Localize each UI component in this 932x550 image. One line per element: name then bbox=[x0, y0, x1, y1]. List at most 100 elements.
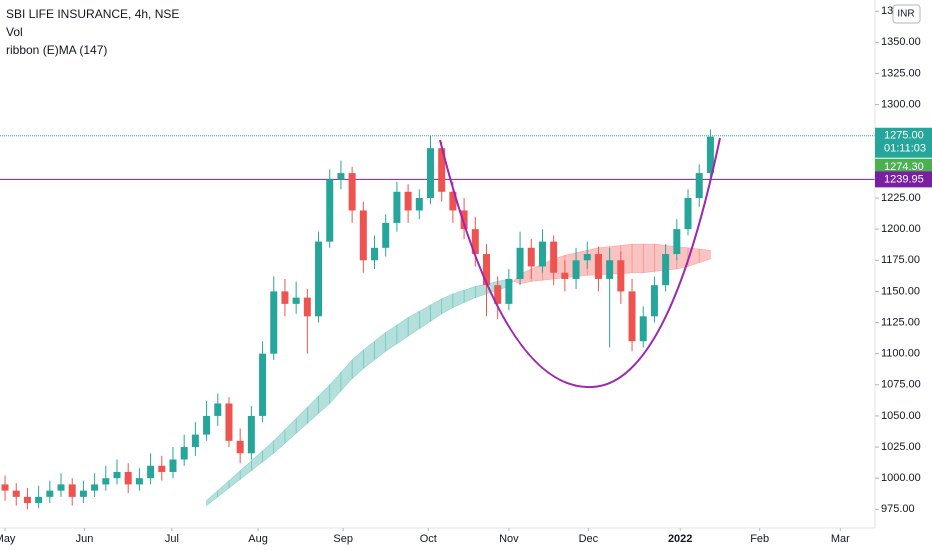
candle-body bbox=[214, 403, 222, 416]
candle-body bbox=[281, 291, 289, 304]
candle-body bbox=[1, 484, 9, 491]
candle-body bbox=[46, 490, 54, 497]
ribbon-segment bbox=[631, 243, 644, 274]
x-tick-label: Feb bbox=[750, 533, 769, 545]
price-label-box bbox=[875, 171, 932, 188]
y-tick-label: 1175.00 bbox=[881, 254, 920, 266]
ribbon-segment bbox=[262, 440, 275, 463]
candle-body bbox=[415, 198, 423, 211]
y-tick-label: 1100.00 bbox=[881, 348, 920, 360]
price-label: 1275.00 bbox=[884, 130, 924, 142]
candle-body bbox=[550, 241, 558, 273]
ribbon-segment bbox=[228, 470, 241, 489]
candle-body bbox=[259, 353, 267, 416]
ribbon-segment bbox=[307, 395, 319, 425]
ribbon-segment bbox=[441, 293, 454, 315]
ribbon-segment bbox=[374, 331, 387, 361]
candle-body bbox=[35, 496, 43, 504]
candle-body bbox=[158, 465, 166, 472]
ribbon-segment bbox=[698, 248, 711, 264]
candle-body bbox=[527, 247, 535, 267]
x-tick-label: 2022 bbox=[668, 533, 692, 545]
candle-body bbox=[482, 254, 490, 286]
ribbon-segment bbox=[318, 384, 331, 415]
y-tick-label: 1150.00 bbox=[881, 285, 920, 297]
y-tick-label: 1200.00 bbox=[881, 223, 921, 235]
candle-body bbox=[561, 272, 569, 279]
candle-body bbox=[147, 465, 155, 479]
ribbon-segment bbox=[340, 359, 353, 392]
candle-body bbox=[628, 291, 636, 342]
price-label-box bbox=[875, 127, 932, 158]
candle-body bbox=[606, 260, 614, 279]
countdown-label: 01:11:03 bbox=[884, 143, 926, 155]
candle-body bbox=[23, 496, 31, 504]
candle-body bbox=[706, 136, 714, 174]
candle-body bbox=[337, 173, 345, 180]
candle-body bbox=[393, 191, 401, 223]
ribbon-segment bbox=[239, 460, 252, 481]
y-tick-label: 975.00 bbox=[881, 503, 915, 515]
candle-body bbox=[225, 403, 233, 441]
currency-box[interactable] bbox=[892, 4, 921, 24]
ribbon-segment bbox=[217, 480, 230, 498]
y-tick-label: 1050.00 bbox=[881, 410, 921, 422]
y-tick-label: 1125.00 bbox=[881, 316, 920, 328]
ribbon-segment bbox=[396, 316, 409, 345]
y-tick-label: 1000.00 bbox=[881, 472, 921, 484]
candle-body bbox=[169, 459, 177, 472]
candle-body bbox=[650, 285, 658, 317]
indicator-label: ribbon (E)MA (147) bbox=[6, 43, 107, 57]
candle-body bbox=[538, 241, 546, 267]
indicator-label: Vol bbox=[6, 25, 23, 39]
candle-body bbox=[583, 254, 591, 261]
candle-body bbox=[124, 471, 132, 485]
candle-body bbox=[617, 260, 625, 292]
candle-body bbox=[449, 191, 457, 211]
y-tick-label: 1325.00 bbox=[881, 67, 921, 79]
ribbon-segment bbox=[419, 304, 431, 330]
candle-body bbox=[303, 297, 311, 317]
ribbon-segment bbox=[642, 243, 655, 274]
x-tick-label: Mar bbox=[831, 533, 850, 545]
candle-body bbox=[180, 447, 188, 460]
candle-body bbox=[191, 434, 199, 448]
price-label: 1239.95 bbox=[884, 173, 924, 185]
candle-body bbox=[471, 229, 479, 255]
candle-body bbox=[382, 222, 390, 248]
candle-body bbox=[135, 478, 143, 485]
y-tick-label: 1025.00 bbox=[881, 441, 921, 453]
candle-body bbox=[684, 198, 692, 230]
chart-title: SBI LIFE INSURANCE, 4h, NSE bbox=[6, 7, 179, 21]
last-price-label: 1274.30 bbox=[884, 161, 924, 173]
ribbon-segment bbox=[284, 417, 297, 444]
candle-body bbox=[57, 484, 65, 491]
ribbon-segment bbox=[251, 450, 263, 472]
x-tick-label: May bbox=[0, 533, 16, 545]
x-tick-label: Nov bbox=[499, 533, 519, 545]
candle-body bbox=[438, 148, 446, 192]
candle-body bbox=[203, 415, 211, 435]
y-tick-label: 1075.00 bbox=[881, 379, 921, 391]
x-tick-label: Oct bbox=[420, 533, 437, 545]
candle-body bbox=[505, 278, 513, 304]
candle-body bbox=[572, 260, 580, 279]
candle-body bbox=[102, 478, 110, 485]
cup-curve bbox=[439, 137, 721, 389]
candle-body bbox=[494, 285, 502, 304]
x-tick-label: Jul bbox=[165, 533, 179, 545]
candle-body bbox=[247, 415, 255, 454]
ribbon-segment bbox=[363, 340, 375, 370]
y-tick-label: 1300.00 bbox=[881, 99, 921, 111]
candle-body bbox=[516, 247, 524, 279]
ribbon-segment bbox=[273, 428, 286, 454]
y-tick-label: 1225.00 bbox=[881, 192, 921, 204]
currency-label[interactable]: INR bbox=[897, 9, 914, 20]
ribbon-segment bbox=[329, 371, 342, 405]
candle-body bbox=[12, 490, 20, 497]
candle-body bbox=[404, 191, 412, 211]
candle-body bbox=[113, 471, 121, 479]
candle-body bbox=[371, 247, 379, 261]
